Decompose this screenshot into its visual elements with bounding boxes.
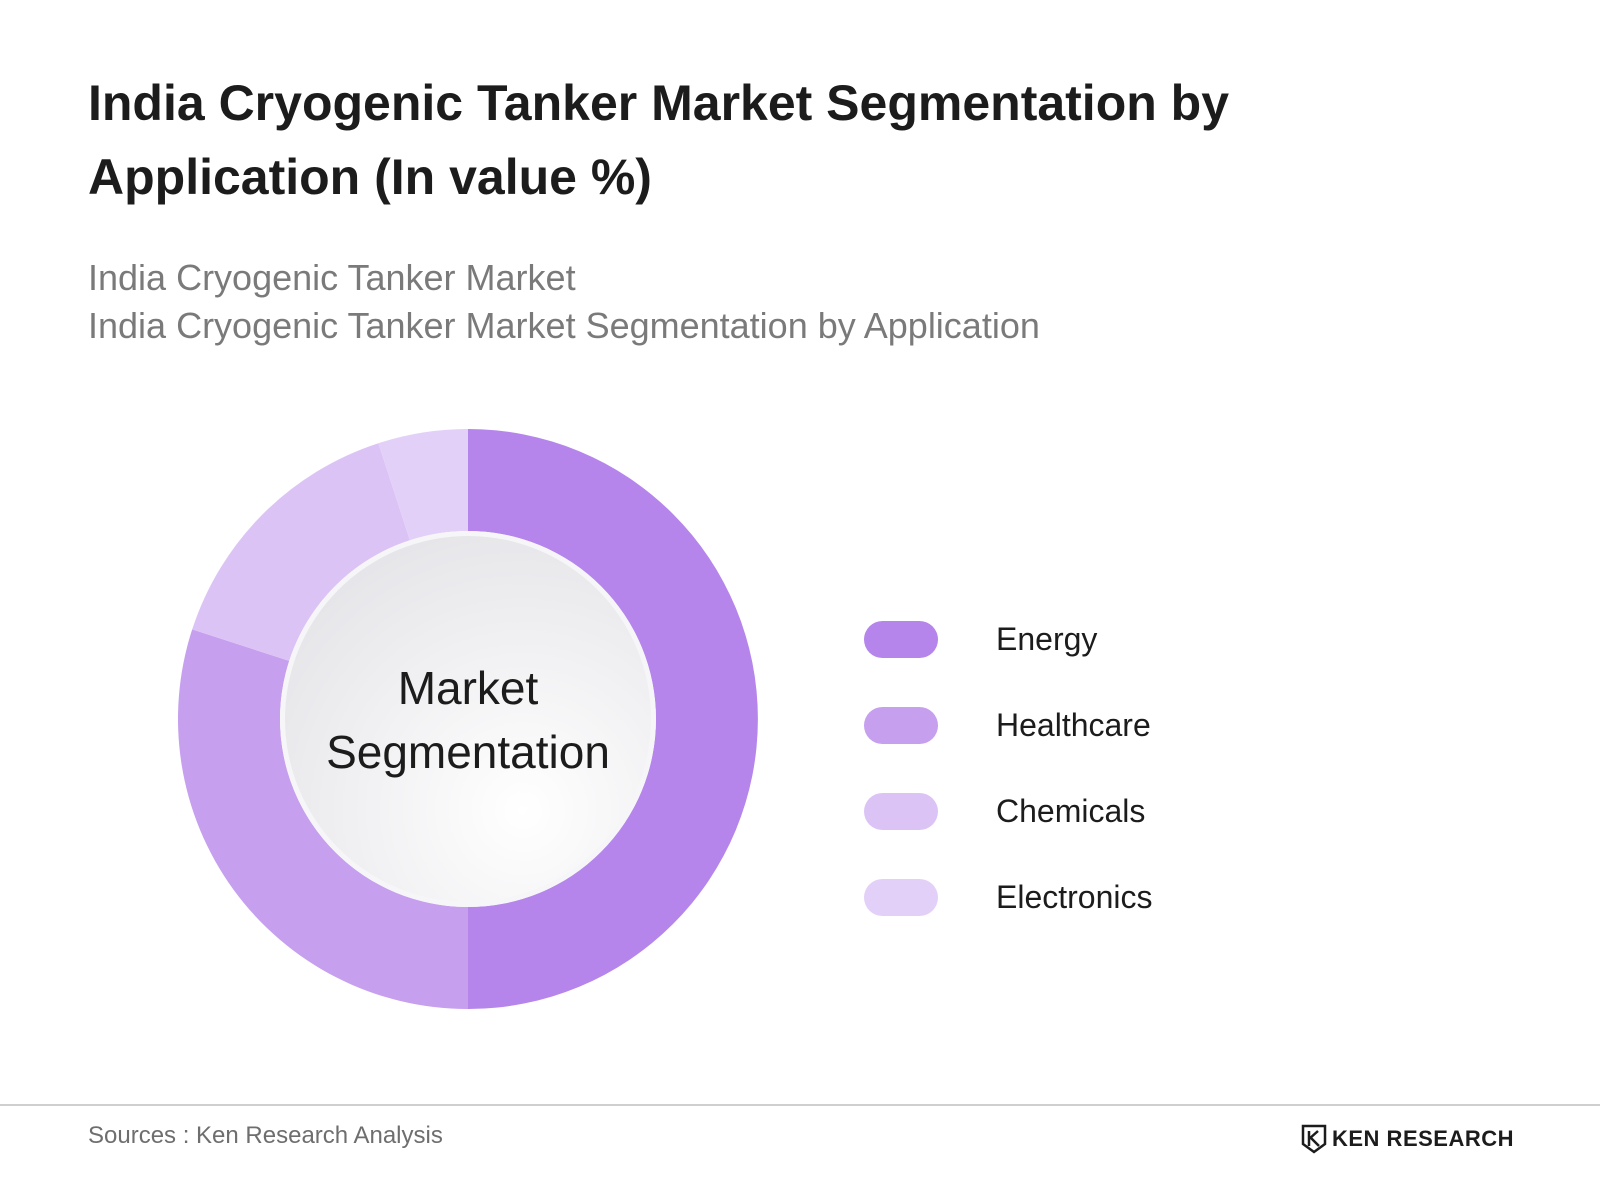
legend-swatch-energy — [864, 620, 938, 658]
center-label-line2: Segmentation — [326, 726, 610, 778]
donut-slice-chemicals — [192, 443, 410, 661]
legend-item-chemicals: Chemicals — [864, 768, 1153, 854]
legend-label-energy: Energy — [996, 620, 1098, 657]
subtitle-line-segmentation: India Cryogenic Tanker Market Segmentati… — [88, 305, 1040, 346]
legend-swatch-healthcare — [864, 706, 938, 744]
donut-slice-electronics — [378, 429, 468, 541]
legend-label-healthcare: Healthcare — [996, 706, 1151, 743]
donut-slice-healthcare — [178, 629, 468, 1009]
legend-item-energy: Energy — [864, 596, 1153, 682]
donut-slice-energy — [468, 429, 758, 1009]
source-note: Sources : Ken Research Analysis — [88, 1122, 443, 1149]
donut-center-label: Market Segmentation — [283, 535, 653, 905]
brand-name: KEN RESEARCH — [1332, 1126, 1515, 1151]
ken-research-logo-icon — [1301, 1124, 1327, 1154]
subtitle-line-market: India Cryogenic Tanker Market — [88, 257, 576, 298]
legend-label-chemicals: Chemicals — [996, 792, 1146, 829]
center-label-line1: Market — [397, 662, 539, 714]
chart-legend: Energy Healthcare Chemicals Electronics — [864, 596, 1153, 940]
legend-item-electronics: Electronics — [864, 854, 1153, 940]
legend-label-electronics: Electronics — [996, 878, 1153, 915]
legend-swatch-electronics — [864, 878, 938, 916]
donut-center-disc — [285, 536, 651, 902]
donut-chart — [178, 429, 758, 1009]
footer-divider — [0, 1104, 1600, 1106]
chart-title: India Cryogenic Tanker Market Segmentati… — [88, 75, 1230, 205]
chart-subtitle: India Cryogenic Tanker Market India Cryo… — [88, 254, 1040, 350]
legend-swatch-chemicals — [864, 792, 938, 830]
legend-item-healthcare: Healthcare — [864, 682, 1153, 768]
brand-logo: KEN RESEARCH — [1300, 1124, 1514, 1154]
